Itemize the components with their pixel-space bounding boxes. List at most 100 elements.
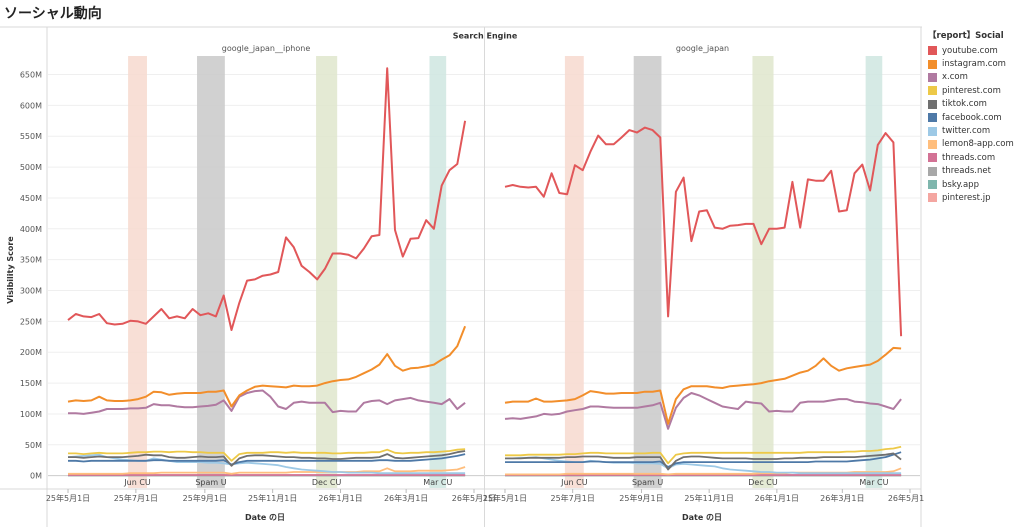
page-title: ソーシャル動向 bbox=[4, 6, 102, 22]
legend-item[interactable]: x.com bbox=[928, 71, 1022, 84]
y-tick-label: 200M bbox=[20, 348, 42, 357]
x-tick-label: 26年1月1日 bbox=[755, 493, 799, 503]
x-tick-label: 25年5月1日 bbox=[46, 493, 90, 503]
legend-swatch bbox=[928, 72, 937, 82]
legend-swatch bbox=[928, 86, 937, 96]
event-label: Spam U bbox=[632, 478, 663, 487]
legend-title: 【report】Social bbox=[928, 31, 1004, 41]
legend-item[interactable]: twitter.com bbox=[928, 124, 1022, 137]
x-tick-label: 25年5月1日 bbox=[483, 493, 527, 503]
y-axis-title: Visibility Score bbox=[6, 236, 15, 304]
series-line-instagram-com bbox=[67, 325, 467, 408]
event-label: Dec CU bbox=[312, 478, 342, 487]
chart-panels: 0M 50M 100M 150M 200M 250M 300M 350M 400M 450M 500… bbox=[0, 27, 924, 527]
legend-item[interactable]: bsky.app bbox=[928, 178, 1022, 191]
legend-item[interactable]: instagram.com bbox=[928, 57, 1022, 70]
x-tick-label: 26年3月1日 bbox=[384, 493, 428, 503]
legend-label: bsky.app bbox=[942, 179, 979, 190]
series-line-lemon8-app-com bbox=[68, 466, 466, 475]
legend-label: tiktok.com bbox=[942, 99, 987, 110]
legend-label: pinterest.jp bbox=[942, 192, 991, 203]
legend-item[interactable]: youtube.com bbox=[928, 44, 1022, 57]
facet-header: Search Engine bbox=[453, 32, 518, 41]
event-label: Jun CU bbox=[123, 478, 151, 487]
event-label: Mar CU bbox=[423, 478, 452, 487]
legend-swatch bbox=[928, 166, 937, 176]
x-tick-label: 25年9月1日 bbox=[619, 493, 663, 503]
x-tick-label: 26年3月1日 bbox=[820, 493, 864, 503]
legend-label: pinterest.com bbox=[942, 85, 1001, 96]
x-axis-title: Date の日 bbox=[245, 513, 285, 522]
series-line-facebook-com bbox=[68, 453, 466, 466]
y-tick-label: 100M bbox=[20, 410, 42, 419]
legend-label: lemon8-app.com bbox=[942, 139, 1014, 150]
series-line-facebook-com bbox=[505, 451, 902, 468]
series-line-youtube-com bbox=[504, 126, 903, 337]
y-tick-label: 650M bbox=[20, 71, 42, 80]
legend-item[interactable]: tiktok.com bbox=[928, 98, 1022, 111]
y-tick-label: 0M bbox=[30, 472, 42, 481]
series-line-instagram-com bbox=[504, 346, 902, 425]
x-tick-label: 25年11月1日 bbox=[684, 493, 733, 503]
x-tick-label: 25年11月1日 bbox=[248, 493, 297, 503]
series-line-tiktok-com bbox=[68, 450, 466, 467]
legend-item[interactable]: threads.com bbox=[928, 151, 1022, 164]
line-chart: Search Engine Visibility Score Date の日 D… bbox=[0, 26, 924, 527]
event-band bbox=[128, 56, 147, 488]
y-tick-label: 550M bbox=[20, 132, 42, 141]
legend-item[interactable]: pinterest.jp bbox=[928, 191, 1022, 204]
legend-swatch bbox=[928, 46, 937, 56]
event-band bbox=[316, 56, 338, 488]
event-label: Jun CU bbox=[560, 478, 588, 487]
legend-label: instagram.com bbox=[942, 59, 1006, 70]
series-line-twitter-com bbox=[505, 456, 902, 475]
x-tick-label: 25年7月1日 bbox=[550, 493, 594, 503]
x-tick-label: 26年5月1日 bbox=[452, 493, 496, 503]
x-tick-label: 25年7月1日 bbox=[114, 493, 158, 503]
legend: 【report】Social youtube.com instagram.com x… bbox=[928, 29, 1022, 205]
legend-items: youtube.com instagram.com x.com pinterest.c… bbox=[928, 44, 1022, 205]
y-tick-label: 450M bbox=[20, 194, 42, 203]
series-line-tiktok-com bbox=[505, 452, 902, 471]
event-band bbox=[752, 56, 774, 488]
legend-swatch bbox=[928, 59, 937, 69]
panel-1: google_japan__iphone Jun CU Spam U Dec CU Ma… bbox=[46, 44, 496, 503]
legend-label: facebook.com bbox=[942, 112, 1002, 123]
legend-swatch bbox=[928, 180, 937, 190]
y-tick-label: 300M bbox=[20, 287, 42, 296]
legend-item[interactable]: threads.net bbox=[928, 165, 1022, 178]
series-line-x-com bbox=[504, 392, 902, 430]
panel-2: google_japan Jun CU Spam U Dec CU Mar CU 25年5… bbox=[483, 44, 924, 503]
event-label: Dec CU bbox=[748, 478, 778, 487]
legend-swatch bbox=[928, 193, 937, 203]
series-line-youtube-com bbox=[67, 67, 467, 331]
legend-label: x.com bbox=[942, 72, 968, 83]
legend-swatch bbox=[928, 113, 937, 123]
panel-label: google_japan__iphone bbox=[222, 44, 311, 53]
y-tick-label: 500M bbox=[20, 163, 42, 172]
legend-label: threads.com bbox=[942, 152, 996, 163]
y-tick-label: 50M bbox=[25, 441, 42, 450]
legend-swatch bbox=[928, 153, 937, 163]
y-tick-label: 600M bbox=[20, 101, 42, 110]
legend-swatch bbox=[928, 126, 937, 136]
legend-item[interactable]: lemon8-app.com bbox=[928, 138, 1022, 151]
legend-item[interactable]: pinterest.com bbox=[928, 84, 1022, 97]
event-band bbox=[429, 56, 447, 488]
x-tick-label: 26年5月1日 bbox=[888, 493, 924, 503]
legend-swatch bbox=[928, 139, 937, 149]
series-line-pinterest-com bbox=[68, 448, 466, 462]
legend-item[interactable]: facebook.com bbox=[928, 111, 1022, 124]
x-tick-label: 26年1月1日 bbox=[318, 493, 362, 503]
series-line-pinterest-com bbox=[505, 445, 902, 465]
legend-label: threads.net bbox=[942, 166, 991, 177]
legend-label: youtube.com bbox=[942, 45, 998, 56]
event-label: Spam U bbox=[195, 478, 226, 487]
series-line-x-com bbox=[68, 389, 466, 415]
event-band bbox=[865, 56, 883, 488]
y-tick-label: 350M bbox=[20, 256, 42, 265]
event-band bbox=[197, 56, 225, 488]
x-axis-title: Date の日 bbox=[682, 513, 722, 522]
legend-swatch bbox=[928, 99, 937, 109]
y-tick-label: 250M bbox=[20, 317, 42, 326]
